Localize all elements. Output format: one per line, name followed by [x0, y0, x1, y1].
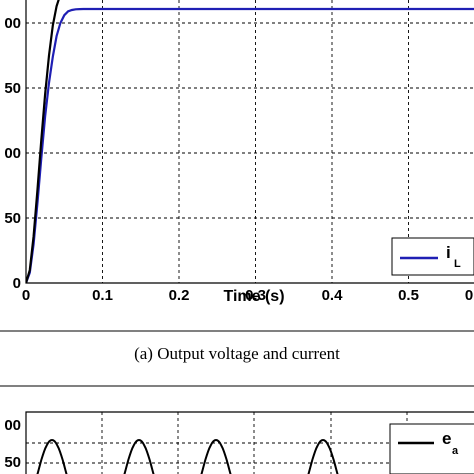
bottom-y-tick-label: 50	[4, 454, 21, 471]
top-chart-x-ticks: 0 0.1 0.2 0.3 0.4 0.5 0	[22, 287, 473, 304]
top-legend-box	[391, 237, 474, 276]
legend-label-ea: e	[442, 429, 451, 448]
bottom-chart-series	[36, 438, 339, 474]
x-tick-label: 0	[22, 287, 30, 304]
caption-a: (a) Output voltage and current	[134, 344, 340, 363]
x-tick-label: 0	[465, 287, 473, 304]
top-chart-grid	[26, 0, 474, 283]
series-line-voltage	[26, 0, 60, 283]
x-tick-label: 0.2	[169, 287, 190, 304]
top-chart-frame	[25, 0, 474, 284]
x-tick-label: 0.3	[245, 287, 266, 304]
x-tick-label: 0.1	[92, 287, 113, 304]
series-line-iL	[26, 7, 474, 283]
top-chart-series	[26, 0, 474, 283]
y-tick-label: 00	[4, 15, 21, 32]
series-line-ea-pulse	[307, 438, 339, 474]
bottom-legend-box	[389, 423, 474, 474]
y-tick-label: 50	[4, 80, 21, 97]
top-chart-y-ticks: 0 50 00 50 00	[4, 15, 21, 292]
y-tick-label: 00	[4, 145, 21, 162]
bottom-y-tick-label: 00	[4, 417, 21, 434]
bottom-chart: 00 50 e a	[4, 411, 474, 474]
y-tick-label: 0	[13, 275, 21, 292]
bottom-chart-y-ticks: 00 50	[4, 417, 21, 471]
series-line-ea-pulse	[200, 438, 232, 474]
legend-label-iL-subscript: L	[454, 258, 461, 270]
legend-label-ea-subscript: a	[452, 445, 459, 457]
bottom-chart-frame	[25, 411, 474, 474]
series-line-ea-pulse	[36, 438, 68, 474]
series-line-ea-pulse	[123, 438, 155, 474]
bottom-legend: e a	[389, 423, 474, 474]
x-tick-label: 0.4	[322, 287, 344, 304]
y-tick-label: 50	[4, 210, 21, 227]
top-chart: 0 50 00 50 00 0 0.1 0.2 0.3 0.4 0.5 0 Time (s) i L	[4, 0, 474, 305]
x-tick-label: 0.5	[398, 287, 419, 304]
x-axis-label: Time (s)	[223, 288, 284, 305]
top-legend: i L	[391, 237, 474, 276]
legend-label-iL: i	[446, 243, 451, 262]
